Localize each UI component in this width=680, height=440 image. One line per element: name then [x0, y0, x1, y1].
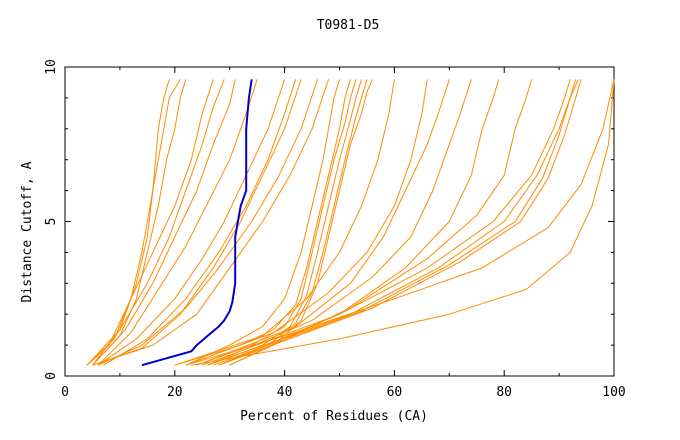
x-tick-label: 80	[496, 385, 512, 400]
model-curve-19	[174, 79, 395, 366]
model-curve-16	[207, 79, 362, 366]
model-curve-1	[86, 79, 170, 366]
model-curve-21	[196, 79, 450, 366]
x-axis-label: Percent of Residues (CA)	[240, 409, 428, 424]
model-curve-22	[207, 79, 472, 366]
model-curve-3	[92, 79, 187, 366]
x-tick-label: 100	[602, 385, 625, 400]
series-layer	[86, 79, 615, 366]
model-curve-2	[86, 79, 181, 366]
y-tick-label: 10	[44, 59, 59, 75]
model-curve-5	[92, 79, 225, 366]
x-tick-label: 40	[277, 385, 293, 400]
model-curve-11	[97, 79, 318, 366]
model-curve-12	[92, 79, 329, 366]
model-curve-29	[185, 79, 615, 366]
highlight-layer	[141, 79, 253, 367]
model-curve-7	[97, 79, 258, 366]
model-curve-10	[92, 79, 302, 366]
x-tick-label: 60	[387, 385, 403, 400]
model-curve-13	[185, 79, 340, 366]
model-curve-4	[86, 79, 214, 366]
model-curve-25	[202, 79, 571, 366]
model-curve-23	[218, 79, 500, 366]
model-curve-9	[103, 79, 297, 366]
model-curve-28	[218, 79, 582, 366]
model-curve-27	[213, 79, 579, 366]
model-curve-6	[92, 79, 236, 366]
y-axis-label: Distance Cutoff, A	[20, 161, 35, 302]
model-curve-17	[218, 79, 368, 366]
y-tick-label: 0	[44, 372, 59, 380]
chart-title: T0981-D5	[317, 18, 380, 33]
model-curve-26	[207, 79, 577, 366]
x-tick-label: 20	[167, 385, 183, 400]
axes: 0 20 40 60 80 100 0 5 10	[44, 59, 626, 400]
y-tick-label: 5	[44, 218, 59, 226]
x-tick-label: 0	[61, 385, 69, 400]
model-curve-18	[229, 79, 373, 366]
model-curve-30	[191, 79, 615, 366]
model-curve-8	[97, 79, 286, 366]
model-curve-15	[196, 79, 357, 366]
model-curve-24	[229, 79, 533, 366]
model-curve-20	[185, 79, 428, 366]
highlighted-model-curve	[141, 79, 253, 367]
